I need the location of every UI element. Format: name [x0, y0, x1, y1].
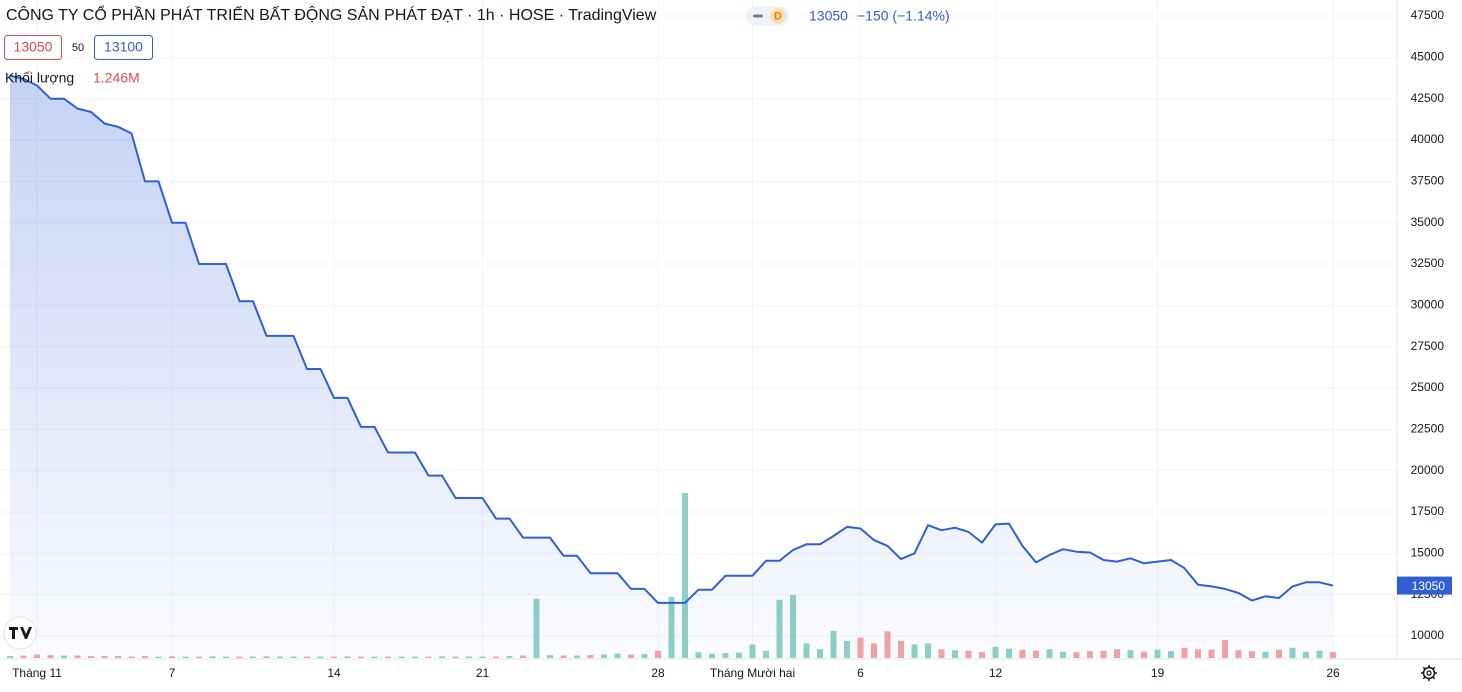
- y-tick-label: 37500: [1411, 174, 1445, 188]
- interval-badge: D: [774, 10, 782, 22]
- x-tick-label: 28: [651, 666, 665, 680]
- last-price-tag: 13050: [1412, 579, 1446, 593]
- y-tick-label: 40000: [1411, 132, 1445, 146]
- price-change: −150 (−1.14%): [857, 8, 950, 24]
- y-tick-label: 15000: [1411, 546, 1445, 560]
- y-tick-label: 10000: [1411, 628, 1445, 642]
- x-tick-label: 26: [1326, 666, 1340, 680]
- badge-dash: [753, 14, 763, 18]
- y-tick-label: 25000: [1411, 380, 1445, 394]
- volume-bar: [682, 493, 688, 658]
- y-tick-label: 22500: [1411, 422, 1445, 436]
- price-area: [10, 75, 1333, 659]
- y-tick-label: 42500: [1411, 91, 1445, 105]
- y-tick-label: 27500: [1411, 339, 1445, 353]
- x-tick-label: 7: [169, 666, 176, 680]
- buy-button[interactable]: [94, 35, 153, 60]
- y-tick-label: 30000: [1411, 298, 1445, 312]
- chart-title: CÔNG TY CỔ PHẦN PHÁT TRIỂN BẤT ĐỘNG SẢN …: [6, 5, 657, 24]
- x-tick-label: Tháng 11: [12, 666, 62, 680]
- price-line: [9, 74, 1334, 604]
- x-tick-label: Tháng Mười hai: [710, 666, 795, 680]
- buy-price[interactable]: 13100: [104, 39, 143, 55]
- spread: 50: [72, 42, 84, 54]
- y-tick-label: 45000: [1411, 50, 1445, 64]
- volume-legend-value: 1.246M: [93, 70, 140, 86]
- y-tick-label: 35000: [1411, 215, 1445, 229]
- last-price-tag-bg: [1397, 576, 1452, 595]
- y-tick-label: 20000: [1411, 463, 1445, 477]
- badge-dot: [770, 8, 786, 24]
- x-tick-label: 14: [327, 666, 341, 680]
- x-tick-label: 21: [476, 666, 490, 680]
- x-tick-label: 12: [989, 666, 1003, 680]
- y-tick-label: 32500: [1411, 256, 1445, 270]
- y-tick-label: 47500: [1411, 8, 1445, 22]
- x-tick-label: 19: [1151, 666, 1165, 680]
- last-price: 13050: [809, 8, 848, 24]
- volume-legend-name: Khối lượng: [5, 70, 74, 86]
- settings-gear[interactable]: [1421, 665, 1437, 681]
- sell-button[interactable]: [4, 35, 62, 60]
- x-tick-label: 6: [857, 666, 864, 680]
- sell-price[interactable]: 13050: [14, 39, 53, 55]
- y-tick-label: 17500: [1411, 504, 1445, 518]
- tv-logo[interactable]: [3, 616, 37, 650]
